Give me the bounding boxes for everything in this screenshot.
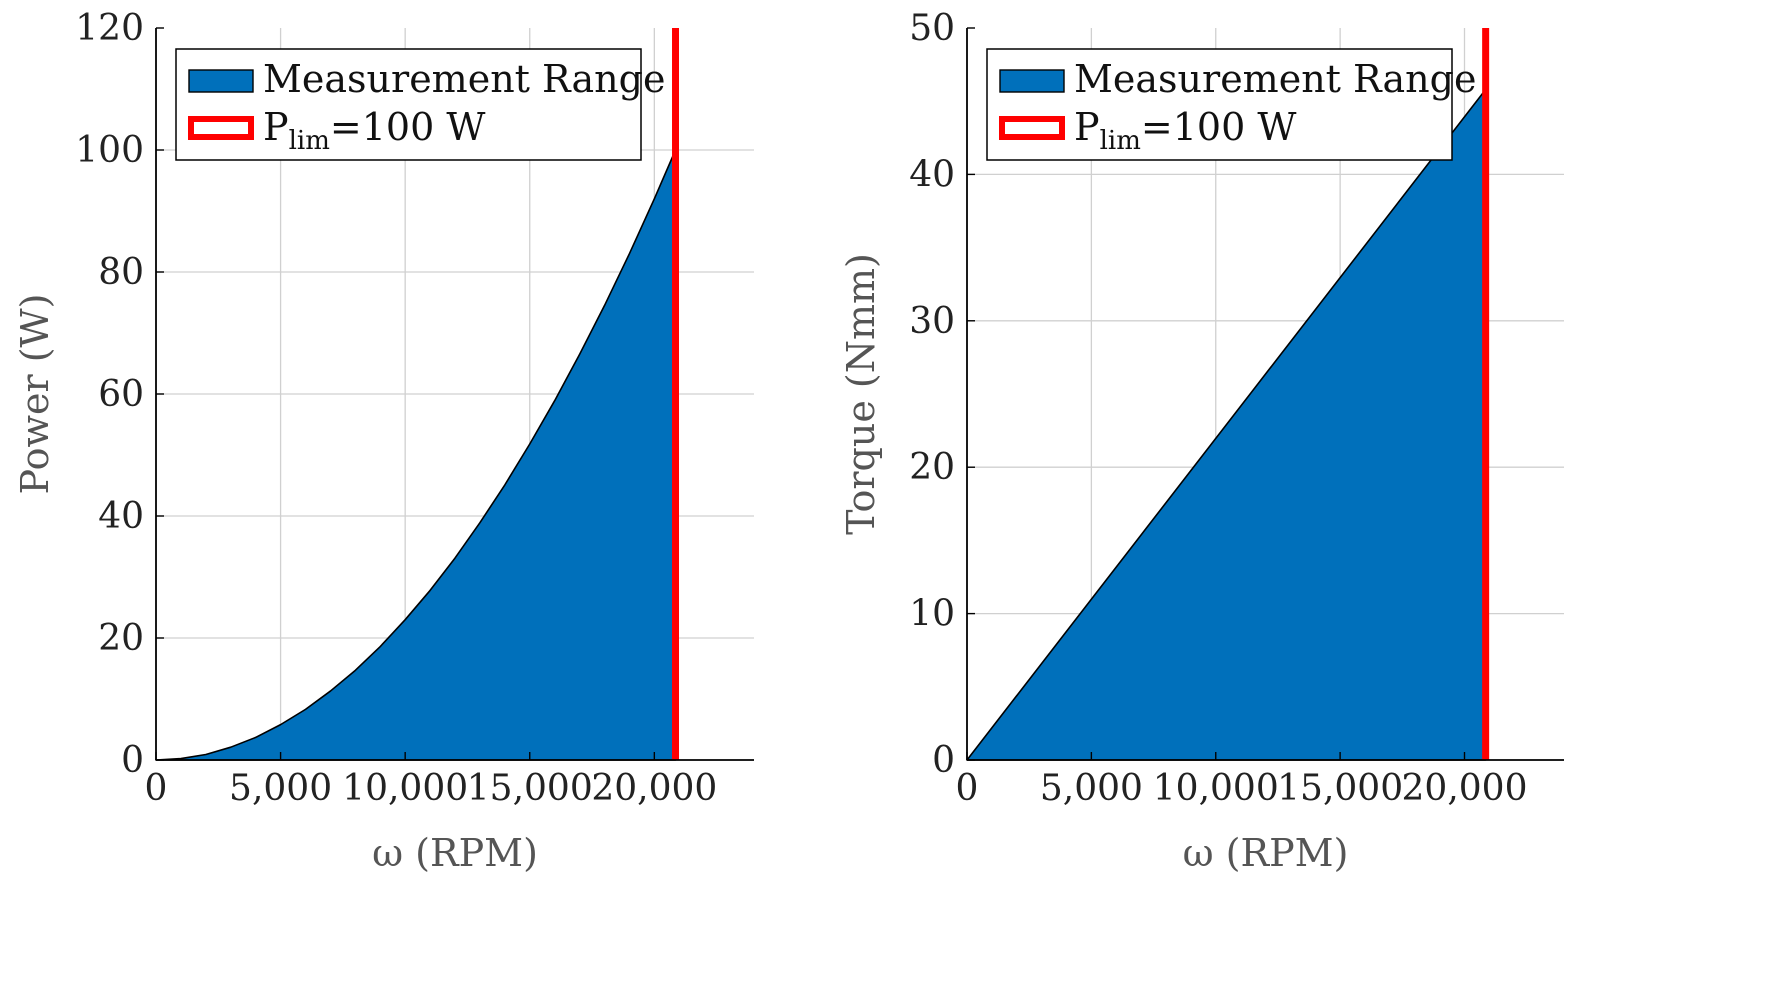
- x-tick-label: 0: [956, 768, 979, 809]
- y-tick-label: 30: [909, 301, 955, 342]
- legend-swatch-power-limit: [999, 116, 1065, 140]
- y-tick-label: 20: [98, 618, 144, 659]
- x-tick-label: 15,000: [467, 768, 593, 809]
- legend-swatch-measurement-range: [188, 69, 254, 93]
- legend-label-measurement-range: Measurement Range: [1074, 57, 1476, 101]
- y-axis-title: Torque (Nmm): [839, 253, 883, 535]
- legend-box: [986, 48, 1453, 161]
- legend-label-measurement-range: Measurement Range: [263, 57, 665, 101]
- y-tick-label: 60: [98, 374, 144, 415]
- y-tick-label: 0: [121, 740, 144, 781]
- legend-label-power-limit: Plim=100 W: [263, 105, 485, 156]
- x-tick-label: 20,000: [1402, 768, 1528, 809]
- x-tick-label: 5,000: [229, 768, 332, 809]
- measurement-range-area: [155, 149, 677, 761]
- y-tick-label: 80: [98, 252, 144, 293]
- measurement-range-area: [966, 88, 1487, 761]
- y-tick-label: 40: [98, 496, 144, 537]
- x-axis-title: ω (RPM): [1183, 831, 1349, 875]
- x-tick-label: 0: [145, 768, 168, 809]
- x-tick-label: 20,000: [591, 768, 717, 809]
- x-tick-label: 10,000: [342, 768, 468, 809]
- legend-swatch-measurement-range: [999, 69, 1065, 93]
- legend-label-power-limit: Plim=100 W: [1074, 105, 1296, 156]
- y-tick-label: 120: [75, 8, 144, 49]
- y-tick-label: 100: [75, 130, 144, 171]
- x-tick-label: 15,000: [1277, 768, 1403, 809]
- legend-box: [175, 48, 642, 161]
- x-tick-label: 5,000: [1040, 768, 1143, 809]
- x-axis-title: ω (RPM): [372, 831, 538, 875]
- y-axis-title: Power (W): [13, 294, 57, 495]
- y-tick-label: 40: [909, 154, 955, 195]
- y-tick-label: 20: [909, 447, 955, 488]
- x-tick-label: 10,000: [1153, 768, 1279, 809]
- y-tick-label: 50: [909, 8, 955, 49]
- y-tick-label: 10: [909, 594, 955, 635]
- y-tick-label: 0: [932, 740, 955, 781]
- legend-swatch-power-limit: [188, 116, 254, 140]
